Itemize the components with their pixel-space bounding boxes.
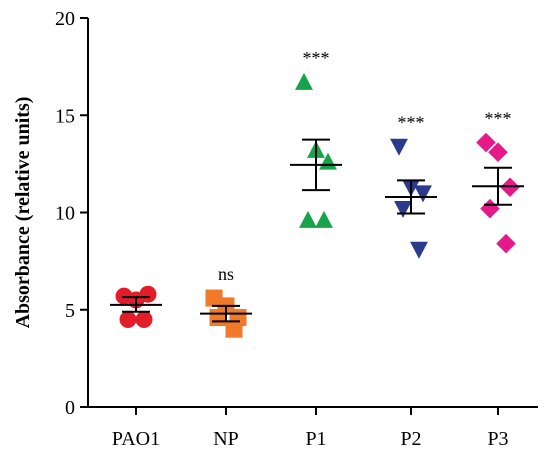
x-category-label-p3: P3 — [487, 428, 508, 450]
data-point-pao1-3 — [139, 285, 157, 303]
x-category-label-p2: P2 — [400, 428, 421, 450]
data-point-p2-5 — [410, 241, 428, 259]
x-category-label-p1: P1 — [305, 428, 326, 450]
data-point-p3-5 — [496, 233, 516, 254]
series-group-p3: *** — [472, 108, 524, 254]
data-point-p3-2 — [488, 142, 508, 162]
data-point-pao1-5 — [135, 310, 153, 328]
y-axis-title: Absorbance (relative units) — [12, 97, 34, 329]
y-tick-label-15: 15 — [55, 105, 75, 127]
series-group-p2: *** — [385, 112, 437, 259]
series-group-p1: *** — [290, 48, 342, 228]
data-layer: ns *** *** *** — [110, 48, 524, 338]
significance-label-p3: *** — [485, 108, 512, 128]
data-point-p3-4 — [480, 198, 500, 219]
data-point-p1-5 — [315, 210, 333, 228]
data-point-pao1-4 — [119, 310, 137, 328]
x-category-label-np: NP — [213, 428, 239, 450]
significance-label-p1: *** — [303, 48, 330, 68]
data-point-np-5 — [225, 320, 243, 338]
data-point-p3-1 — [476, 132, 496, 153]
y-tick-label-20: 20 — [55, 8, 75, 30]
data-point-p1-1 — [295, 72, 313, 90]
significance-label-np: ns — [218, 264, 234, 284]
y-tick-label-0: 0 — [65, 397, 75, 419]
data-point-np-4 — [209, 309, 227, 327]
data-point-p2-1 — [390, 138, 408, 156]
data-point-p2-4 — [394, 200, 412, 218]
y-tick-label-5: 5 — [65, 300, 75, 322]
axes-layer: 0 5 10 15 20 PAO1 NP P1 P2 P3 — [55, 8, 538, 450]
y-tick-label-10: 10 — [55, 203, 75, 225]
series-group-pao1 — [110, 285, 162, 328]
data-point-p1-4 — [299, 210, 317, 228]
series-group-np: ns — [200, 264, 252, 338]
x-category-label-pao1: PAO1 — [112, 428, 160, 450]
significance-label-p2: *** — [398, 112, 425, 132]
data-point-p2-3 — [414, 185, 432, 203]
